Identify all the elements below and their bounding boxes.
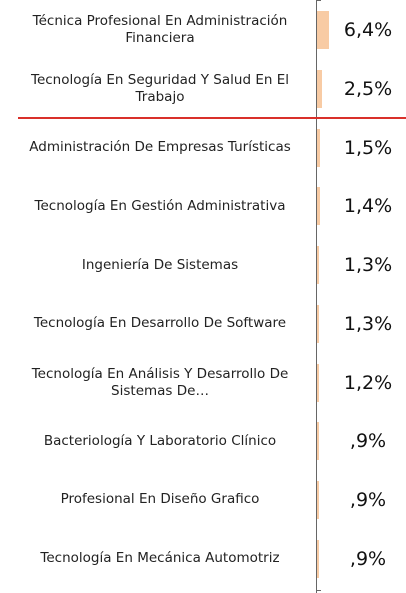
bar bbox=[317, 480, 319, 519]
category-label: Administración De Empresas Turísticas bbox=[29, 139, 291, 156]
category-label: Profesional En Diseño Grafico bbox=[60, 491, 260, 508]
value-label: 1,4% bbox=[343, 195, 393, 218]
axis-line bbox=[316, 0, 317, 593]
bar bbox=[317, 363, 320, 402]
bar bbox=[317, 246, 320, 285]
category-label: Tecnología En Desarrollo De Software bbox=[33, 315, 287, 332]
value-label: ,9% bbox=[349, 547, 387, 570]
bar bbox=[317, 187, 320, 226]
value-label: 1,3% bbox=[343, 312, 393, 335]
category-label: Tecnología En Análisis Y Desarrollo De S… bbox=[31, 365, 289, 399]
category-label: Bacteriología Y Laboratorio Clínico bbox=[43, 432, 277, 449]
category-label: Técnica Profesional En Administración Fi… bbox=[32, 13, 288, 47]
axis-tick bbox=[316, 590, 321, 591]
value-label: ,9% bbox=[349, 488, 387, 511]
category-label: Ingeniería De Sistemas bbox=[81, 256, 239, 273]
value-label: 6,4% bbox=[343, 19, 393, 42]
category-label: Tecnología En Seguridad Y Salud En El Tr… bbox=[31, 72, 289, 106]
value-label: 1,5% bbox=[343, 136, 393, 159]
reference-line bbox=[18, 117, 406, 119]
bar bbox=[317, 128, 320, 167]
value-label: ,9% bbox=[349, 430, 387, 453]
bar bbox=[317, 70, 322, 109]
bar bbox=[317, 304, 320, 343]
axis-tick bbox=[316, 0, 321, 1]
value-label: 1,2% bbox=[343, 371, 393, 394]
bar bbox=[317, 539, 319, 578]
value-label: 1,3% bbox=[343, 254, 393, 277]
bar bbox=[317, 11, 330, 50]
category-label: Tecnología En Mecánica Automotriz bbox=[40, 550, 280, 567]
category-label: Tecnología En Gestión Administrativa bbox=[34, 197, 286, 214]
value-label: 2,5% bbox=[343, 78, 393, 101]
bar bbox=[317, 422, 319, 461]
